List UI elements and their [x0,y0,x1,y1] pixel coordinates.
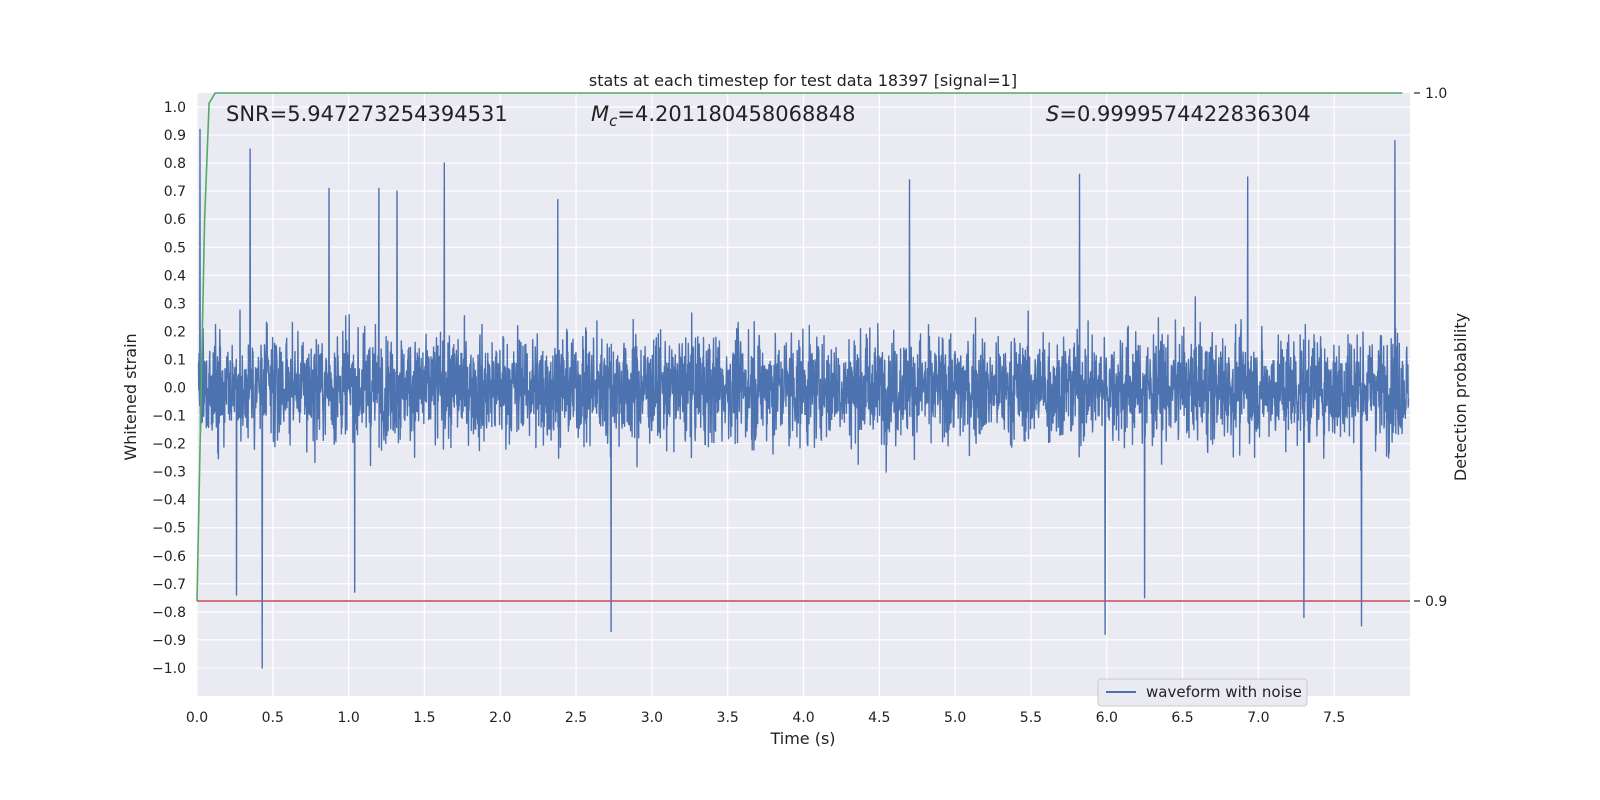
y-tick-label: −0.3 [152,465,186,481]
y-tick-label: 0.2 [164,324,186,340]
tick-layer: 0.0 0.5 1.0 1.5 2.0 2.5 3.0 3.5 4.0 4.5 5.0 5.5 6.0 6… [152,86,1447,726]
y-tick-label: −0.4 [152,493,186,509]
y-tick-label: 0.1 [164,352,186,368]
series-detection-probability [196,92,1403,602]
y-tick-label: 0.4 [164,268,186,284]
legend: waveform with noise [1097,678,1308,707]
legend-box [1097,678,1308,707]
y2-tick-label: 1.0 [1425,86,1447,102]
y-tick-label: 0.8 [164,156,186,172]
x-tick-label: 0.0 [186,710,208,726]
annotation-mc-symbol: M [591,102,609,126]
y-tick-label: 0.5 [164,240,186,256]
y-tick-label: 0.0 [164,380,186,396]
y-tick-label: −0.8 [152,605,186,621]
y-tick-label: 0.9 [164,128,186,144]
x-tick-label: 7.5 [1323,710,1345,726]
y-tick-label: −0.5 [152,521,186,537]
x-axis-label: Time (s) [769,729,835,748]
annotation-snr-equals: = [270,102,288,126]
x-tick-label: 0.5 [262,710,284,726]
x-tick-label: 1.0 [337,710,359,726]
annotation-mc-subscript: c [609,112,618,130]
x-tick-label: 4.5 [868,710,890,726]
y-tick-label: −0.1 [152,409,186,425]
x-tick-label: 5.5 [1020,710,1042,726]
y-tick-label: −0.6 [152,549,186,565]
annotation-s: S=0.9999574422836304 [1046,102,1311,126]
x-tick-label: 2.0 [489,710,511,726]
series-layer [196,92,1410,669]
x-tick-label: 6.0 [1096,710,1118,726]
y-tick-label: 0.3 [164,296,186,312]
series-waveform-with-noise [197,128,1410,669]
annotation-snr: SNR=5.947273254394531 [226,102,508,126]
annotation-s-symbol: S [1046,102,1059,126]
annotation-mc-equals: = [617,102,635,126]
x-tick-label: 1.5 [413,710,435,726]
annotation-mc: Mc=4.201180458068848 [591,102,855,130]
annotation-snr-value: 5.947273254394531 [287,102,507,126]
y2-axis-label: Detection probability [1451,313,1470,481]
x-tick-label: 2.5 [565,710,587,726]
y2-tick-label: 0.9 [1425,594,1447,610]
y-tick-label: −0.7 [152,577,186,593]
y-tick-label: 0.7 [164,184,186,200]
x-tick-label: 3.5 [717,710,739,726]
x-tick-label: 5.0 [944,710,966,726]
y-axis-label: Whitened strain [121,333,140,460]
annotation-s-equals: = [1059,102,1077,126]
x-tick-label: 4.0 [792,710,814,726]
y-tick-label: 0.6 [164,212,186,228]
x-tick-label: 6.5 [1171,710,1193,726]
y-tick-label: 1.0 [164,100,186,116]
annotation-snr-label: SNR [226,102,270,126]
y-tick-label: −0.9 [152,633,186,649]
y-tick-label: −1.0 [152,661,186,677]
x-tick-label: 7.0 [1247,710,1269,726]
legend-entry: waveform with noise [1146,683,1302,701]
y-tick-label: −0.2 [152,437,186,453]
x-tick-label: 3.0 [641,710,663,726]
annotation-mc-value: 4.201180458068848 [635,102,855,126]
chart-title: stats at each timestep for test data 183… [589,71,1017,90]
annotation-s-value: 0.9999574422836304 [1077,102,1311,126]
